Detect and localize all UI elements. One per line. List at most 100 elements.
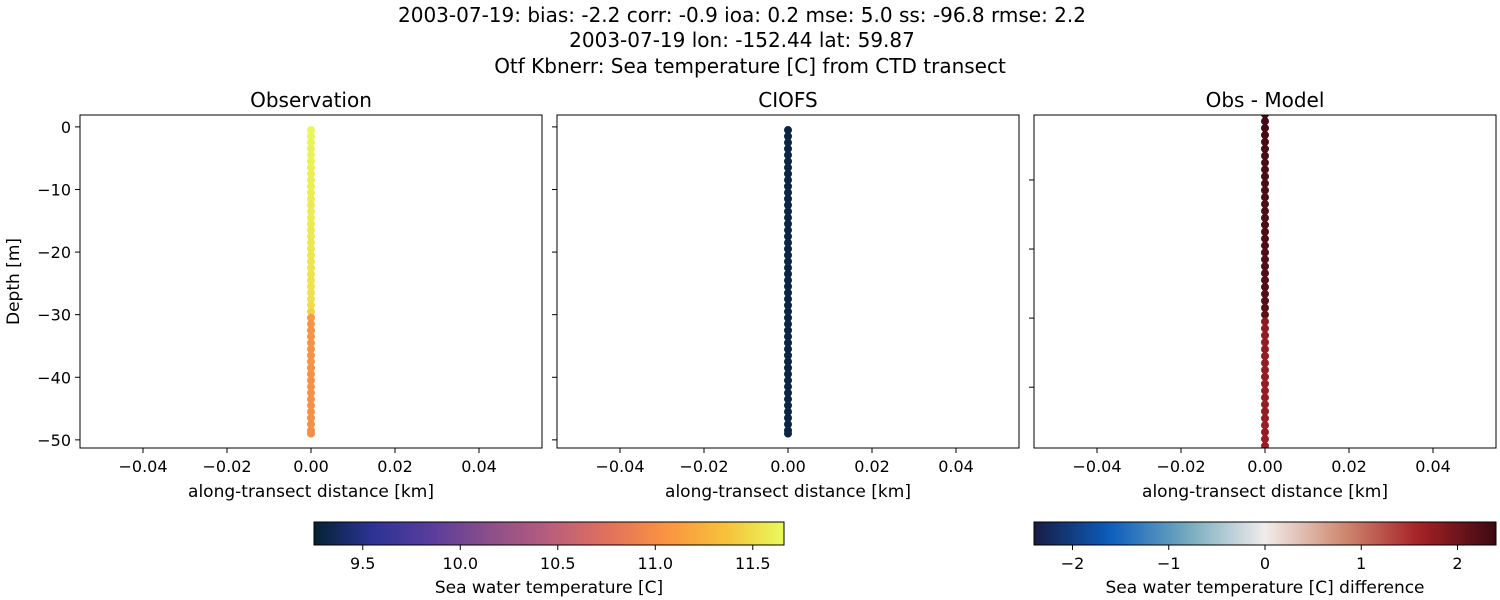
x-tick-label: 0.02: [1331, 457, 1367, 476]
data-point: [307, 126, 315, 135]
data-point: [784, 370, 792, 379]
data-point: [1261, 269, 1269, 278]
data-point: [1261, 179, 1269, 188]
data-point: [784, 138, 792, 147]
data-point: [784, 313, 792, 322]
figure-title: 2003-07-19: bias: -2.2 corr: -0.9 ioa: 0…: [398, 3, 1086, 78]
x-tick-label: −0.04: [118, 457, 167, 476]
data-point: [307, 238, 315, 247]
data-point: [784, 188, 792, 197]
data-point: [784, 144, 792, 153]
data-point: [307, 263, 315, 272]
data-point: [784, 288, 792, 297]
data-point: [1261, 303, 1269, 312]
data-point: [784, 269, 792, 278]
data-point: [1261, 296, 1269, 305]
data-point: [1261, 248, 1269, 257]
data-point: [784, 282, 792, 291]
data-point: [307, 232, 315, 241]
data-point: [1261, 393, 1269, 402]
data-point: [1261, 407, 1269, 416]
data-point: [784, 382, 792, 391]
data-point: [1261, 283, 1269, 292]
data-point: [784, 320, 792, 329]
data-point: [1261, 386, 1269, 395]
x-tick-label: 0.00: [1247, 457, 1283, 476]
data-point: [307, 370, 315, 379]
data-point: [784, 413, 792, 422]
data-point: [784, 213, 792, 222]
data-point: [307, 269, 315, 278]
data-point: [307, 244, 315, 253]
data-point: [307, 276, 315, 285]
x-tick-label: 0.00: [293, 457, 329, 476]
data-point: [307, 420, 315, 429]
data-point: [784, 126, 792, 135]
panel-title: Obs - Model: [1206, 88, 1325, 112]
data-point: [307, 138, 315, 147]
colorbar-tick-label: 2: [1452, 554, 1462, 573]
data-point: [1261, 324, 1269, 333]
panel-title: CIOFS: [758, 88, 817, 112]
data-point: [1261, 117, 1269, 126]
data-point: [307, 429, 315, 438]
colorbar-gradient: [1033, 521, 1497, 546]
data-point: [1261, 220, 1269, 229]
data-point: [784, 201, 792, 210]
colorbar-gradient: [313, 521, 785, 546]
data-point: [784, 332, 792, 341]
y-tick-label: −40: [37, 368, 71, 387]
x-tick-label: −0.02: [679, 457, 728, 476]
data-point: [307, 132, 315, 141]
title-line-stats: 2003-07-19: bias: -2.2 corr: -0.9 ioa: 0…: [398, 3, 1086, 27]
data-point: [307, 301, 315, 310]
y-tick-label: −50: [37, 431, 71, 450]
data-point: [1261, 207, 1269, 216]
data-point: [784, 169, 792, 178]
data-point: [1261, 365, 1269, 374]
data-point: [307, 413, 315, 422]
data-point: [1261, 421, 1269, 430]
data-point: [1261, 144, 1269, 153]
data-point: [784, 232, 792, 241]
data-point: [307, 163, 315, 172]
data-point: [307, 382, 315, 391]
data-point: [784, 395, 792, 404]
data-point: [307, 407, 315, 416]
data-point: [784, 429, 792, 438]
data-point: [784, 401, 792, 410]
data-point: [1261, 445, 1269, 448]
data-point: [307, 357, 315, 366]
data-point: [307, 226, 315, 235]
data-point: [784, 238, 792, 247]
data-point: [1261, 200, 1269, 209]
colorbar-tick-label: 1: [1356, 554, 1366, 573]
x-tick-label: 0.04: [1415, 457, 1451, 476]
data-point: [784, 251, 792, 260]
colorbar-label: Sea water temperature [C]: [435, 578, 663, 598]
data-point: [1261, 172, 1269, 181]
colorbar-tick-label: 10.0: [442, 554, 478, 573]
data-point: [784, 163, 792, 172]
x-tick-label: −0.04: [595, 457, 644, 476]
panel-ciofs: CIOFS −0.04 −0.02 0.00 0.02 0.04 along-transec…: [552, 88, 1020, 502]
data-point: [307, 188, 315, 197]
colorbar-tick-label: 11.5: [735, 554, 771, 573]
x-tick-label: −0.02: [202, 457, 251, 476]
colorbar-tick-label: 11.0: [637, 554, 673, 573]
colorbar-tick-label: 10.5: [540, 554, 576, 573]
data-point: [1261, 124, 1269, 133]
data-point: [1261, 165, 1269, 174]
data-point: [784, 257, 792, 266]
data-point: [1261, 227, 1269, 236]
data-point: [307, 295, 315, 304]
data-point: [1261, 338, 1269, 347]
data-point: [1261, 379, 1269, 388]
data-point: [307, 288, 315, 297]
data-point: [1261, 186, 1269, 195]
title-line-location: 2003-07-19 lon: -152.44 lat: 59.87: [569, 28, 915, 52]
data-point: [784, 338, 792, 347]
data-point: [307, 332, 315, 341]
data-point: [784, 307, 792, 316]
